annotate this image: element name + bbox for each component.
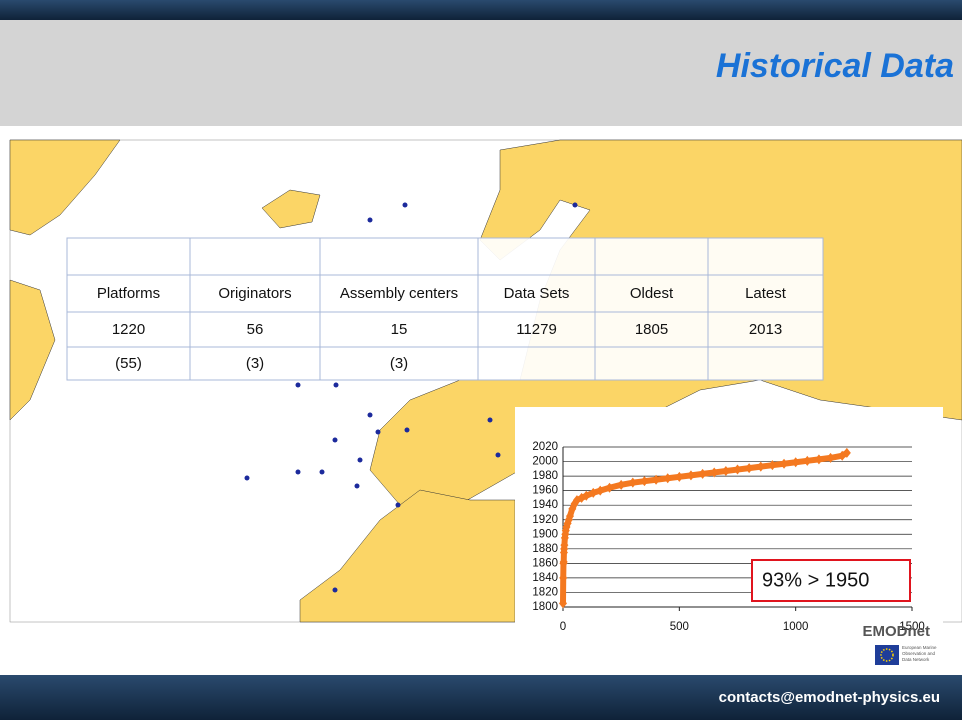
data-point bbox=[617, 479, 626, 490]
table-value: 11279 bbox=[516, 321, 557, 338]
table-value: 15 bbox=[391, 321, 408, 338]
data-point bbox=[652, 474, 661, 485]
data-point bbox=[768, 460, 777, 471]
y-tick-label: 1820 bbox=[532, 586, 558, 598]
data-point bbox=[721, 466, 730, 476]
y-tick-label: 1840 bbox=[532, 572, 558, 584]
data-point bbox=[780, 458, 789, 469]
data-point bbox=[663, 473, 672, 484]
land-iceland bbox=[261, 189, 321, 229]
table-sub: (3) bbox=[246, 355, 264, 372]
footer-bar bbox=[0, 675, 962, 720]
x-tick-label: 500 bbox=[670, 621, 689, 633]
data-point bbox=[791, 457, 800, 468]
table-header: Oldest bbox=[630, 285, 674, 302]
header-band bbox=[0, 20, 962, 126]
data-point bbox=[842, 447, 851, 458]
table-value: 1220 bbox=[112, 321, 145, 338]
chart: 1800 1820 1840 1860 1880 1900 1920 1940 1960 1980… bbox=[515, 407, 943, 640]
land-greenland bbox=[9, 139, 121, 236]
data-point bbox=[814, 454, 823, 465]
y-tick-label: 1940 bbox=[532, 499, 558, 511]
y-tick-label: 1880 bbox=[532, 543, 558, 555]
annotation-box bbox=[751, 559, 911, 602]
data-point bbox=[826, 452, 835, 463]
footer-contact: contacts@emodnet-physics.eu bbox=[719, 689, 940, 706]
data-point bbox=[560, 540, 569, 551]
data-point bbox=[559, 572, 568, 583]
data-table: Platforms Originators Assembly centers Data… bbox=[66, 237, 824, 381]
table-header: Assembly centers bbox=[340, 285, 458, 302]
y-tick-label: 2000 bbox=[532, 456, 558, 468]
table-header: Latest bbox=[745, 285, 787, 302]
table-value: 2013 bbox=[749, 321, 782, 338]
x-tick-label: 1500 bbox=[899, 621, 925, 633]
y-tick-label: 1860 bbox=[532, 557, 558, 569]
eu-stars bbox=[880, 648, 894, 662]
table-sub: (55) bbox=[115, 355, 142, 372]
data-point bbox=[582, 490, 591, 501]
y-tick-label: 2020 bbox=[532, 441, 558, 453]
data-point bbox=[686, 470, 695, 481]
table-value: 1805 bbox=[635, 321, 668, 338]
platform-dots bbox=[244, 202, 578, 593]
logo: EMODnet European Marine Observation and … bbox=[863, 623, 937, 665]
table-header: Platforms bbox=[97, 285, 160, 302]
data-point bbox=[605, 482, 614, 493]
data-point bbox=[559, 598, 567, 609]
table-frame bbox=[66, 237, 824, 381]
data-point bbox=[565, 511, 574, 522]
y-tick-label: 1900 bbox=[532, 528, 558, 540]
data-point bbox=[675, 471, 684, 482]
logo-caption: Observation and bbox=[902, 651, 936, 656]
top-bar bbox=[0, 0, 962, 20]
table-value: 56 bbox=[247, 321, 264, 338]
logo-caption: European Marine bbox=[902, 645, 937, 650]
data-point bbox=[710, 467, 719, 478]
data-point bbox=[640, 476, 649, 487]
logo-caption: Data Network bbox=[902, 657, 930, 662]
chart-frame bbox=[515, 407, 943, 640]
land-africa bbox=[299, 489, 516, 623]
y-tick-label: 1800 bbox=[532, 601, 558, 613]
data-point bbox=[733, 464, 742, 475]
table-header: Originators bbox=[218, 285, 291, 302]
data-point bbox=[698, 468, 707, 479]
data-point bbox=[589, 487, 598, 498]
data-point bbox=[756, 461, 765, 472]
annotation: 93% > 1950 bbox=[762, 569, 869, 591]
data-point bbox=[803, 455, 812, 466]
land-america bbox=[9, 279, 56, 421]
table-header: Data Sets bbox=[504, 285, 570, 302]
slide-title: Historical Data bbox=[716, 47, 954, 85]
data-point bbox=[745, 463, 754, 474]
eu-flag bbox=[875, 645, 899, 665]
x-tick-label: 0 bbox=[560, 621, 566, 633]
logo-name: EMODnet bbox=[863, 623, 931, 640]
y-tick-label: 1920 bbox=[532, 514, 558, 526]
data-point bbox=[559, 556, 568, 567]
y-tick-label: 1960 bbox=[532, 485, 558, 497]
data-point bbox=[596, 485, 605, 496]
x-tick-label: 1000 bbox=[783, 621, 809, 633]
data-point bbox=[628, 477, 637, 488]
table-sub: (3) bbox=[390, 355, 408, 372]
y-tick-label: 1980 bbox=[532, 470, 558, 482]
